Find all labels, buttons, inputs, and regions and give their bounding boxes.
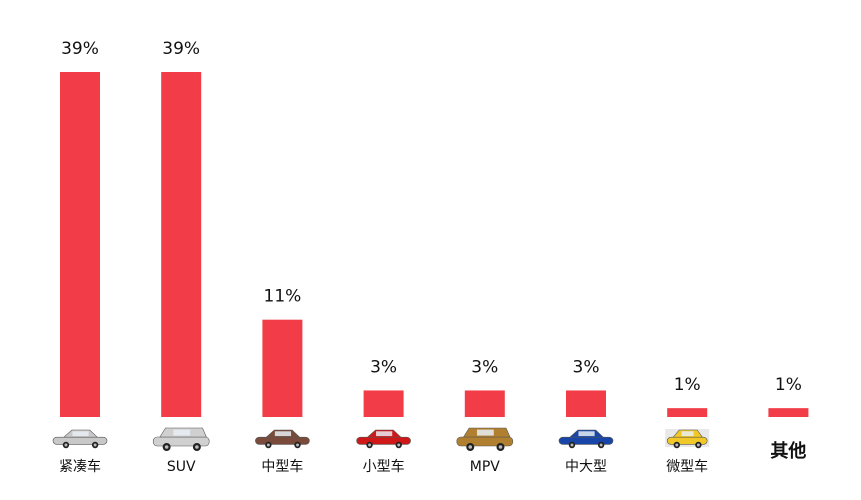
value-label-7: 1%: [775, 375, 802, 395]
category-label-3: 小型车: [363, 458, 405, 475]
bar-2: [262, 319, 303, 417]
mpv-icon: [456, 427, 514, 451]
bar-3: [363, 390, 404, 417]
large-car-icon: [558, 429, 614, 449]
bar-1: [161, 72, 202, 417]
value-label-1: 39%: [162, 39, 200, 59]
category-label-0: 紧凑车: [59, 458, 101, 475]
category-icons-group: [52, 427, 710, 451]
mini-car-icon: [665, 429, 710, 449]
small-car-icon: [356, 429, 411, 449]
category-label-7: 其他: [770, 440, 806, 462]
value-label-0: 39%: [61, 39, 99, 59]
value-label-5: 3%: [573, 357, 600, 377]
bar-5: [566, 390, 606, 417]
value-labels-group: 39% 39% 11% 3% 3% 3% 1% 1%: [61, 39, 802, 395]
value-label-6: 1%: [674, 375, 701, 395]
value-label-4: 3%: [471, 357, 498, 377]
category-labels-group: 紧凑车 SUV 中型车 小型车 MPV 中大型 微型车 其他: [59, 440, 806, 475]
bar-6: [667, 408, 708, 417]
compact-car-icon: [52, 429, 108, 449]
category-label-1: SUV: [167, 459, 196, 475]
category-label-5: 中大型: [565, 459, 607, 475]
category-label-6: 微型车: [666, 458, 708, 475]
bar-0: [60, 72, 100, 417]
bar-4: [464, 390, 505, 417]
value-label-2: 11%: [264, 287, 302, 307]
value-label-3: 3%: [370, 357, 397, 377]
bar-7: [768, 408, 809, 417]
category-label-2: 中型车: [261, 458, 303, 475]
suv-icon: [152, 427, 210, 451]
category-label-4: MPV: [470, 459, 501, 475]
midsize-car-icon: [255, 429, 310, 449]
bars-group: [60, 72, 809, 417]
